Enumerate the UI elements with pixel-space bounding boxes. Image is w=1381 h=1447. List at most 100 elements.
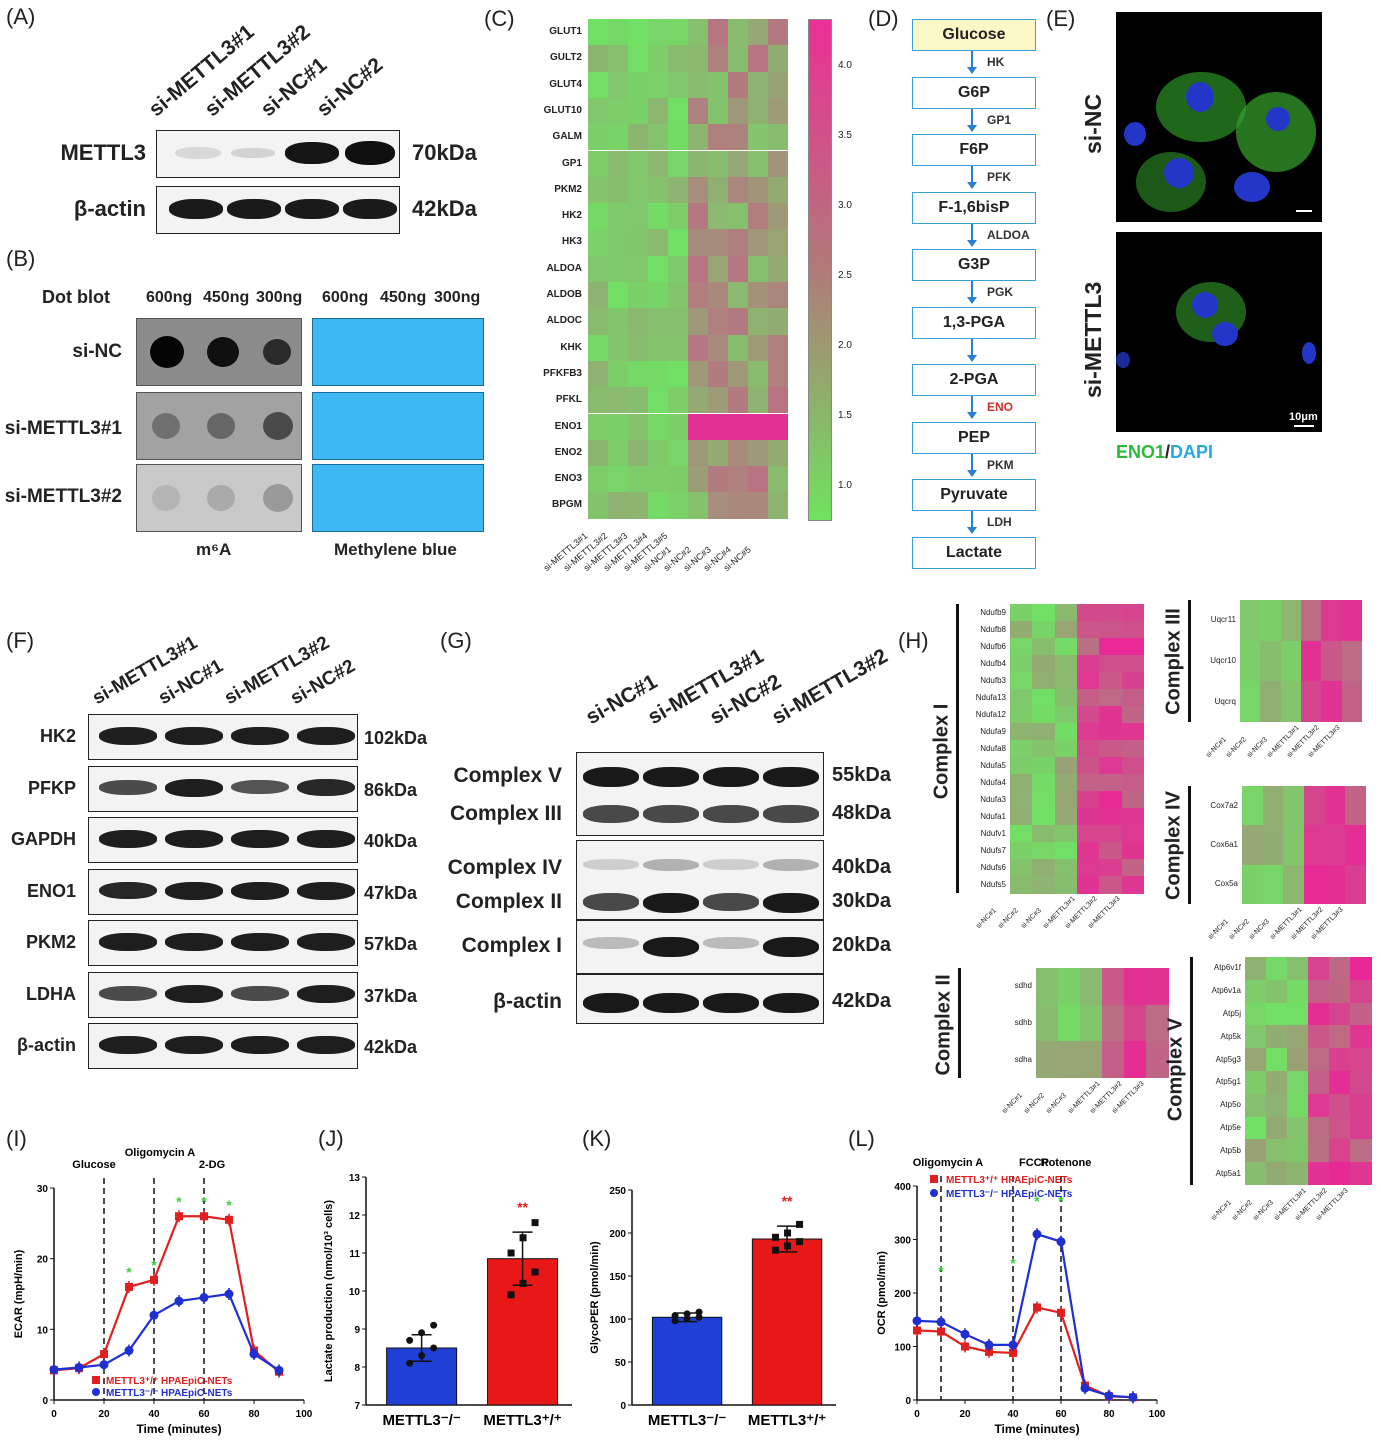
f-mass-label: 47kDa [364,882,418,903]
c-heatmap-cell [708,19,728,46]
h-heatmap-cell [1266,1048,1288,1072]
h-heatmap-cell [1287,1048,1309,1072]
y-tick-label: 12 [349,1211,361,1222]
h-heatmap-cell [1121,638,1145,656]
c-heatmap-cell [668,466,688,493]
h-heatmap-cell [1121,757,1145,775]
h-heatmap-cell [1266,1071,1288,1095]
y-tick-label: 7 [354,1401,360,1412]
c-heatmap-cell [748,176,768,204]
h-heatmap-cell [1329,1025,1351,1049]
c-heatmap-cell [708,282,728,309]
y-tick-label: 400 [894,1182,911,1193]
g-band [583,859,639,870]
significance-stars: ** [782,1193,793,1209]
data-point-circle [49,1365,59,1375]
y-axis-label: ECAR (mpH/min) [13,1249,25,1338]
h-heatmap-cell [1054,638,1078,656]
h-gene-label: Ndufa9 [980,726,1006,736]
c-heatmap-cell [728,71,748,98]
c-heatmap-cell [648,71,668,98]
h-heatmap-cell [1099,655,1123,673]
c-heatmap-cell [628,124,648,151]
h-heatmap-cell [1287,1002,1309,1026]
c-heatmap-cell [588,19,608,46]
c-heatmap-cell [748,308,768,335]
c-heatmap-cell [668,360,688,388]
h-complex-title: Complex V [1164,1017,1187,1122]
h-heatmap-cell [1350,1048,1372,1072]
h-heatmap-cell [1054,706,1078,724]
c-heatmap-cell [748,150,768,177]
h-heatmap-cell [1124,968,1147,1006]
c-heatmap-cell [708,360,728,388]
c-heatmap-cell [728,308,748,335]
h-sample-label: si-NC#2 [997,907,1021,930]
h-heatmap-cell [1329,1048,1351,1072]
y-tick-label: 20 [37,1255,49,1266]
h-heatmap-cell [1010,774,1033,792]
c-heatmap-cell [668,255,688,282]
g-band [583,805,639,823]
data-point [695,1313,703,1321]
h-heatmap-cell [1262,786,1284,826]
c-heatmap-cell [728,150,748,177]
d-arrow [967,108,977,132]
g-row-label: Complex V [453,764,562,787]
panel-label-c: (C) [484,6,515,31]
a-mass-mettl3: 70kDa [412,140,477,165]
legend-swatch-red [92,1376,100,1384]
g-lane-label: si-NC#1 [582,670,662,730]
y-tick-label: 200 [609,1229,626,1240]
x-tick-label: 40 [148,1409,160,1420]
c-heatmap-cell [648,308,668,335]
c-heatmap-cell [628,97,648,125]
h-heatmap-cell [1099,774,1123,792]
g-mass-label: 20kDa [832,934,891,956]
y-tick-label: 250 [609,1186,626,1197]
h-heatmap-cell [1054,842,1078,860]
f-row-label: ENO1 [26,880,76,901]
h-heatmap-cell [1080,1004,1103,1042]
h-heatmap-cell [1010,808,1033,826]
data-point-square [125,1282,133,1291]
c-heatmap-cell [628,255,648,282]
c-gene-label: GLUT4 [549,78,582,90]
c-heatmap-cell [588,308,608,335]
e-legend-sep: / [1165,442,1171,462]
data-point [507,1291,515,1299]
b-caption-mb: Methylene blue [334,540,457,559]
h-complex-title: Complex II [932,974,955,1076]
h-heatmap-cell [1350,1071,1372,1095]
c-heatmap-cell [768,19,788,46]
h-heatmap-cell [1032,604,1056,622]
g-band [643,805,699,823]
h-gene-label: Ndufa12 [975,709,1006,719]
c-gene-label: PKM2 [554,183,582,195]
h-gene-label: Cox5a [1214,879,1238,889]
h-gene-label: Ndufs5 [980,879,1006,889]
c-heatmap-cell [668,387,688,414]
f-blot-strip [88,868,358,915]
marker-label: Glucose [72,1159,115,1171]
data-point [531,1268,539,1276]
g-band [643,893,699,913]
f-band [165,1036,223,1054]
c-heatmap-cell [628,282,648,309]
c-heatmap-cell [688,150,708,177]
c-gene-label: ENO2 [554,446,582,458]
h-sample-label: si-NC#3 [1019,907,1043,930]
c-heatmap-cell [608,334,628,361]
g-band [703,859,759,870]
y-axis-label: Lactate production (nmol/10³ cells) [323,1200,335,1382]
y-tick-label: 13 [349,1173,361,1184]
h-heatmap-cell [1099,689,1123,707]
g-band [583,937,639,949]
c-heatmap-cell [668,124,688,151]
f-blot-strip [88,714,358,760]
g-blot-strip [576,752,824,836]
h-heatmap-cell [1350,1093,1372,1118]
c-heatmap-cell [668,45,688,72]
f-blot-strip [88,765,358,812]
h-heatmap-cell [1345,864,1367,905]
